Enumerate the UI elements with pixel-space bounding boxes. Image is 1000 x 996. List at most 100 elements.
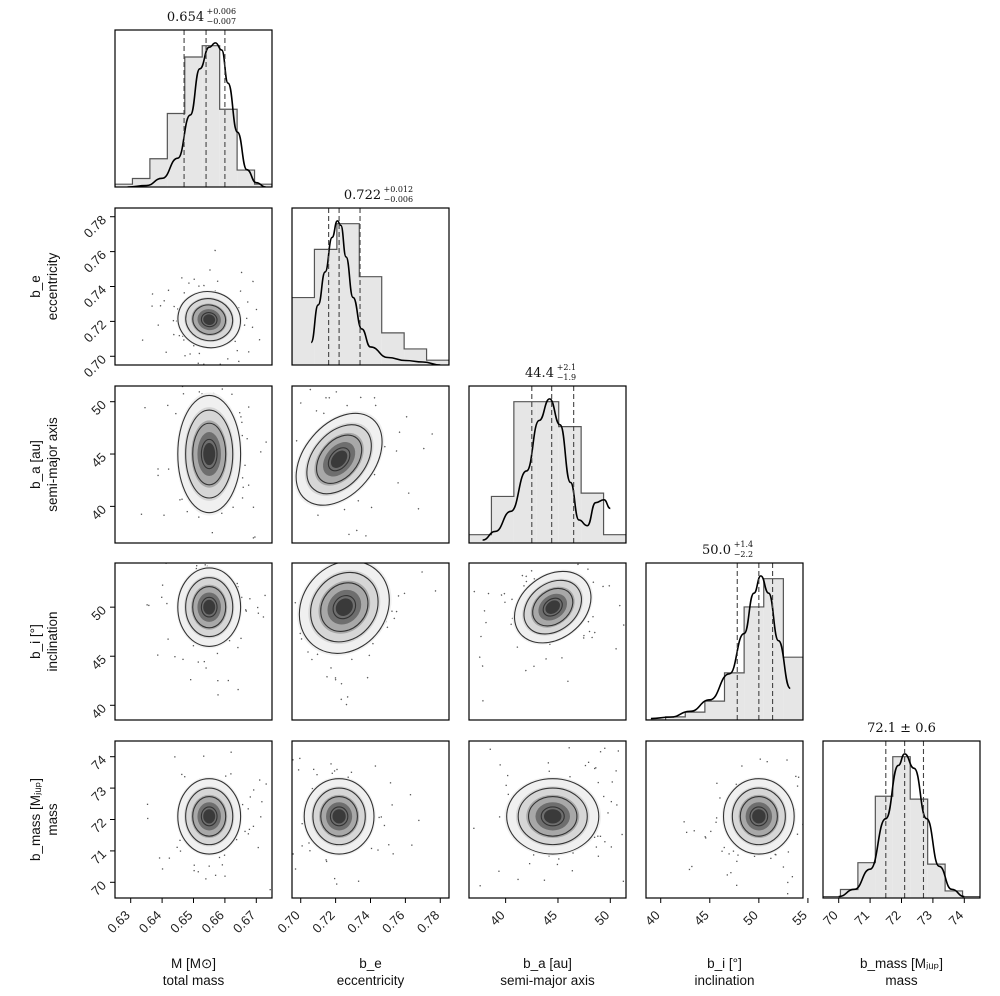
sample-point: [240, 416, 242, 418]
sample-point: [500, 594, 503, 596]
sample-point: [203, 755, 205, 757]
sample-point: [499, 764, 501, 766]
contour-line-3: [332, 595, 357, 620]
contour-line-1: [312, 787, 366, 846]
sample-point: [257, 625, 259, 627]
density-level-4: [203, 599, 216, 615]
sample-point: [730, 872, 732, 874]
sample-point: [483, 609, 486, 612]
sample-point: [247, 808, 249, 810]
x-axis-label-b_e: b_e: [359, 956, 382, 971]
sample-point: [299, 402, 302, 404]
sample-point: [806, 866, 807, 867]
sample-point: [181, 773, 183, 776]
y-tick-label-b_mass-3: 73: [88, 784, 109, 805]
sample-point: [622, 624, 625, 626]
x-tick-label-M-4: 0.67: [230, 908, 259, 937]
sample-point: [242, 486, 244, 488]
sample-point: [307, 651, 309, 653]
sample-point: [286, 582, 288, 584]
x-tick-label-M-0: 0.63: [104, 908, 133, 937]
x-axis-label-b_i: b_i [°]: [707, 956, 742, 971]
sample-point: [252, 506, 255, 508]
sample-point: [158, 857, 161, 859]
sample-point: [241, 497, 244, 499]
sample-point: [148, 604, 150, 607]
sample-point: [558, 858, 560, 860]
sample-point: [197, 871, 199, 873]
sample-point: [239, 412, 241, 414]
kde-curve-M: [127, 42, 266, 187]
sample-point: [330, 763, 332, 765]
hist-bar-b_a-5: [581, 493, 604, 543]
sample-point: [383, 824, 386, 827]
sample-point: [208, 561, 209, 562]
sample-point: [787, 893, 789, 895]
sample-point: [252, 825, 255, 827]
sample-point: [368, 654, 371, 657]
sample-point: [683, 821, 685, 823]
y-tick-label-b_i-0: 40: [88, 701, 109, 722]
contour-line-3: [200, 806, 218, 827]
contour-line-3: [329, 806, 349, 827]
sample-point: [641, 563, 643, 565]
sample-point: [516, 646, 519, 649]
sample-point: [203, 660, 205, 663]
contour-line-0: [298, 563, 390, 654]
x-tick-label-b_e-3: 0.76: [379, 908, 408, 937]
sample-point: [235, 838, 238, 841]
sample-point: [716, 782, 718, 784]
sample-point: [183, 561, 184, 562]
sample-point: [299, 757, 301, 760]
sample-point: [343, 508, 346, 511]
sample-point: [395, 450, 398, 452]
sample-point: [224, 875, 226, 877]
contour-line-3: [327, 447, 351, 472]
sample-point: [159, 305, 162, 307]
x-tick-label-b_mass-2: 72: [883, 908, 904, 929]
panel-title-plus-b_i: +1.4: [734, 540, 753, 549]
sample-point: [237, 586, 239, 588]
contour-line-0: [177, 291, 242, 349]
sample-point: [796, 785, 799, 787]
sample-point: [205, 667, 207, 669]
panel-frame-M: [114, 29, 273, 188]
sample-point: [311, 787, 314, 790]
sample-point: [548, 770, 550, 772]
sample-point: [333, 877, 336, 880]
sample-point: [300, 638, 303, 640]
sample-point: [265, 544, 267, 546]
sample-point: [770, 857, 772, 860]
y-tick-label-b_mass-0: 70: [88, 878, 109, 899]
panel-title-minus-M: −0.007: [207, 17, 237, 26]
sample-point: [380, 816, 382, 818]
sample-point: [507, 774, 509, 777]
sample-point: [231, 393, 233, 395]
sample-point: [572, 852, 574, 854]
hist-bar-b_mass-3: [875, 796, 893, 898]
sample-point: [299, 632, 302, 635]
panel-title-b_e: 0.722: [344, 188, 381, 203]
sample-point: [766, 761, 768, 763]
y-tick-label-b_mass-2: 72: [88, 815, 109, 836]
sample-point: [587, 568, 589, 571]
sample-point: [249, 796, 251, 798]
panel-frame-b_i: [645, 562, 804, 721]
sample-point: [105, 518, 106, 519]
hist-bar-b_i-4: [724, 672, 745, 720]
sample-point: [595, 846, 598, 848]
sample-point: [282, 782, 283, 783]
x-tick-label-b_mass-1: 71: [851, 908, 872, 929]
sample-point: [543, 879, 546, 881]
sample-point: [161, 596, 163, 598]
density-level-4: [203, 314, 216, 325]
contour-line-0: [513, 570, 592, 644]
sample-point: [597, 855, 600, 857]
sample-point: [389, 782, 392, 784]
hist-bar-b_mass-5: [910, 799, 928, 898]
sample-point: [260, 816, 262, 818]
sample-point: [532, 854, 535, 856]
hist-outline-b_a: [469, 401, 626, 543]
sample-point: [524, 669, 527, 672]
sample-point: [297, 769, 300, 771]
